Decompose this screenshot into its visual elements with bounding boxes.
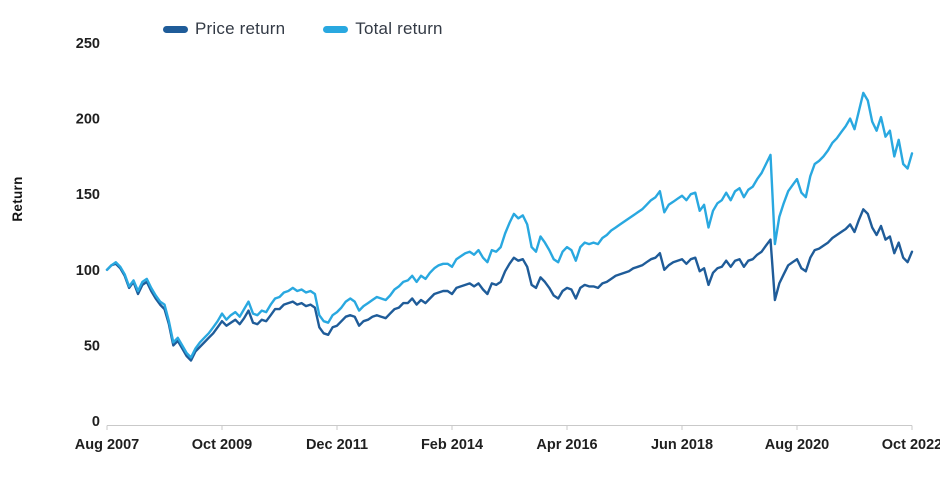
x-tick-label: Jun 2018	[651, 437, 713, 453]
y-tick-label: 0	[92, 414, 100, 430]
price-return-swatch-icon	[163, 25, 188, 33]
y-tick-label: 250	[76, 36, 100, 52]
legend-label-price-return: Price return	[195, 19, 286, 38]
total-return-swatch-icon	[323, 25, 349, 33]
y-tick-label: 50	[84, 338, 100, 354]
x-tick-label: Oct 2009	[192, 437, 252, 453]
legend-item-price-return: Price return	[163, 19, 285, 39]
x-tick-label: Oct 2022	[882, 437, 940, 453]
total-return-line	[105, 91, 914, 359]
x-tick-label: Apr 2016	[536, 437, 597, 453]
legend-label-total-return: Total return	[355, 19, 443, 38]
y-tick-label: 150	[76, 187, 100, 203]
legend-item-total-return: Total return	[323, 19, 443, 39]
x-tick-label: Feb 2014	[421, 437, 483, 453]
y-tick-label: 100	[76, 263, 100, 279]
x-tick-label: Dec 2011	[306, 437, 368, 453]
x-tick-label: Aug 2020	[765, 437, 829, 453]
x-tick-label: Aug 2007	[75, 437, 139, 453]
price-return-line	[105, 208, 914, 362]
y-tick-label: 200	[76, 112, 100, 128]
chart-legend: Price return Total return	[163, 19, 443, 39]
